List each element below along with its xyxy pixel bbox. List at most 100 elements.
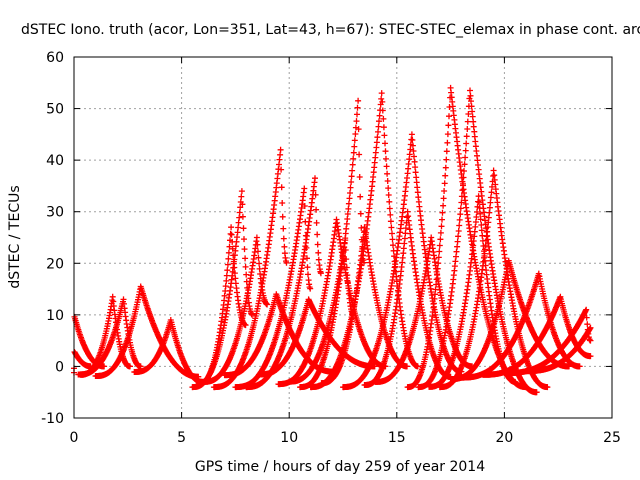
data-point	[384, 178, 391, 184]
data-point	[412, 169, 419, 176]
data-point	[375, 123, 382, 130]
data-point	[354, 104, 361, 111]
data-point	[229, 238, 236, 245]
data-point	[352, 131, 359, 137]
data-point	[224, 261, 231, 268]
data-point	[344, 272, 351, 279]
arc-series	[436, 167, 551, 391]
data-point	[477, 210, 484, 217]
data-point	[456, 222, 463, 229]
data-point	[409, 142, 416, 149]
data-point	[443, 148, 450, 155]
data-point	[239, 213, 246, 220]
data-point	[281, 243, 288, 250]
data-point	[385, 185, 392, 192]
data-point	[454, 243, 461, 250]
data-point	[476, 199, 483, 206]
y-tick-label: 10	[46, 308, 64, 324]
data-point	[390, 242, 396, 249]
data-point	[387, 218, 394, 225]
data-point	[301, 203, 308, 209]
data-point	[380, 115, 387, 122]
data-point	[454, 238, 461, 245]
x-tick-label: 20	[495, 430, 513, 446]
data-point	[446, 113, 452, 120]
data-point	[304, 264, 311, 271]
data-point	[382, 140, 388, 147]
data-point	[355, 126, 362, 133]
data-point	[240, 225, 247, 232]
data-point	[379, 107, 386, 114]
data-point	[478, 222, 485, 228]
data-point	[249, 311, 256, 318]
data-point	[313, 219, 320, 226]
data-point	[228, 231, 235, 238]
data-point	[222, 283, 229, 290]
data-point	[386, 198, 393, 205]
data-point	[376, 118, 382, 125]
data-point	[411, 153, 417, 160]
data-point	[223, 272, 230, 279]
data-point	[378, 90, 385, 97]
data-point	[441, 180, 448, 187]
data-point	[357, 193, 364, 200]
data-point	[351, 137, 358, 144]
x-tick-label: 10	[280, 430, 298, 446]
data-point	[475, 193, 482, 200]
y-tick-label: 60	[46, 50, 64, 66]
data-point	[229, 245, 236, 252]
data-point	[315, 249, 322, 256]
data-point	[441, 188, 448, 194]
arc-series	[319, 224, 410, 387]
data-point	[280, 225, 287, 232]
data-point	[383, 163, 390, 170]
data-point	[314, 241, 321, 248]
arc-series	[211, 146, 290, 391]
data-point	[348, 173, 355, 180]
data-point	[255, 254, 262, 261]
data-point	[344, 279, 351, 286]
data-point	[280, 235, 287, 242]
data-point	[278, 184, 285, 191]
data-point	[433, 276, 440, 283]
arc-series	[458, 270, 583, 381]
data-point	[230, 252, 237, 259]
data-point	[317, 270, 324, 277]
data-point	[238, 188, 245, 195]
data-point	[463, 140, 470, 147]
data-point	[434, 271, 441, 278]
data-point	[444, 139, 451, 146]
data-point	[315, 256, 322, 263]
data-point	[349, 167, 356, 174]
data-point	[385, 192, 392, 198]
data-point	[440, 195, 447, 202]
data-point	[487, 199, 494, 206]
data-point	[489, 183, 495, 190]
data-point	[478, 227, 485, 234]
data-point	[313, 206, 320, 213]
data-point	[346, 195, 353, 202]
y-axis-label: dSTEC / TECUs	[7, 185, 23, 288]
data-point	[443, 156, 450, 163]
data-point	[277, 146, 284, 153]
data-point	[345, 285, 352, 292]
data-point	[127, 363, 133, 370]
arc-series	[479, 293, 594, 378]
data-point	[404, 214, 410, 221]
data-point	[458, 193, 465, 200]
data-point	[278, 166, 285, 173]
data-point	[231, 264, 238, 271]
data-point	[435, 254, 442, 261]
data-point	[445, 122, 452, 129]
data-point	[305, 271, 311, 278]
data-point	[401, 235, 408, 242]
data-point	[256, 265, 263, 272]
data-point	[467, 87, 473, 94]
data-point	[256, 260, 263, 267]
data-point	[544, 384, 551, 391]
x-tick-label: 15	[388, 430, 406, 446]
data-point	[412, 164, 419, 171]
data-point	[438, 223, 445, 230]
